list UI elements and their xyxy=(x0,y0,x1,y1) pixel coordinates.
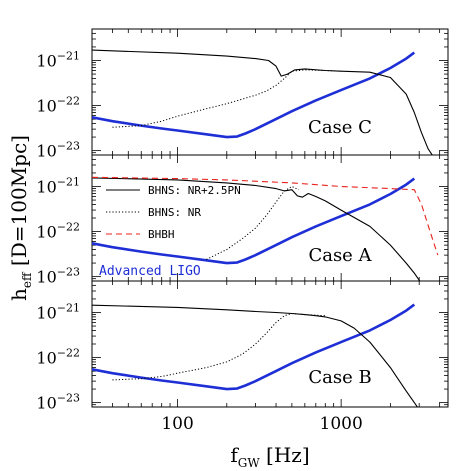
y-tick-label: 10−23 xyxy=(36,266,80,287)
y-axis-title-part: eff xyxy=(20,271,34,288)
panel: 10−21 10−22 10−23 Case C xyxy=(36,28,449,161)
y-tick-exponent: −23 xyxy=(57,266,80,279)
panel-frame xyxy=(91,28,449,156)
y-tick-exponent: −23 xyxy=(57,392,80,405)
y-tick-exponent: −21 xyxy=(57,176,80,189)
series-line-bhns-nr xyxy=(112,313,326,381)
legend-label: BHBH xyxy=(148,228,175,241)
series-line-bhns-nr xyxy=(112,69,342,128)
series-line-bhns-nr-2-5pn xyxy=(92,304,419,407)
x-axis-title-part: f xyxy=(230,443,239,467)
panel-plot-area xyxy=(92,303,419,407)
y-tick-exponent: −23 xyxy=(57,140,80,153)
x-axis: 100 1000 fGW [Hz] xyxy=(161,414,362,470)
case-label: Case C xyxy=(308,117,372,138)
y-tick-label: 10−21 xyxy=(36,50,80,71)
case-label: Case A xyxy=(308,245,372,266)
ligo-label: Advanced LIGO xyxy=(99,264,201,279)
series-line-bhns-nr-2-5pn xyxy=(92,177,421,281)
y-axis-title: heff [D=100Mpc] xyxy=(7,135,34,301)
panel-frame xyxy=(91,154,449,282)
y-tick-exponent: −22 xyxy=(57,347,80,360)
panel: 10−21 10−22 10−23 Case A xyxy=(36,154,449,287)
series-line-bhns-nr xyxy=(206,186,299,260)
panel-frame xyxy=(91,280,449,408)
legend-label: BHNS: NR+2.5PN xyxy=(148,184,241,197)
y-tick-exponent: −21 xyxy=(57,302,80,315)
y-tick-label: 10−21 xyxy=(36,176,80,197)
case-label: Case B xyxy=(308,367,371,388)
panel: 10−21 10−22 10−23 Case B xyxy=(36,280,449,413)
y-tick-label: 10−22 xyxy=(36,347,80,368)
x-tick-label: 1000 xyxy=(320,414,363,434)
y-tick-label: 10−21 xyxy=(36,302,80,323)
x-tick-label: 100 xyxy=(161,414,193,434)
y-tick-label: 10−22 xyxy=(36,95,80,116)
x-axis-title-part: GW xyxy=(238,456,261,470)
y-axis: heff [D=100Mpc] xyxy=(7,135,34,301)
y-axis-title-part: h xyxy=(7,288,31,301)
y-axis-title-part: [D=100Mpc] xyxy=(7,135,31,272)
ligo-sensitivity-line xyxy=(92,177,416,265)
y-tick-exponent: −21 xyxy=(57,50,80,63)
ligo-sensitivity-line xyxy=(92,51,416,139)
panels: 10−21 10−22 10−23 Case C 10−21 10−22 10−23 Case… xyxy=(36,28,449,413)
x-axis-title: fGW [Hz] xyxy=(230,443,309,470)
ligo-sensitivity-line xyxy=(92,303,416,391)
y-tick-label: 10−23 xyxy=(36,392,80,413)
series-line-bhns-nr-2-5pn xyxy=(92,49,433,155)
legend-label: BHNS: NR xyxy=(148,206,201,219)
panel-plot-area xyxy=(92,49,433,155)
x-axis-title-part: [Hz] xyxy=(260,443,310,467)
y-tick-label: 10−22 xyxy=(36,221,80,242)
y-tick-exponent: −22 xyxy=(57,95,80,108)
y-tick-exponent: −22 xyxy=(57,221,80,234)
y-tick-label: 10−23 xyxy=(36,140,80,161)
panel-plot-area xyxy=(92,176,439,281)
legend: BHNS: NR+2.5PN BHNS: NR BHBH Advanced LIGO xyxy=(99,184,241,279)
series-line-bhbh xyxy=(92,176,439,256)
